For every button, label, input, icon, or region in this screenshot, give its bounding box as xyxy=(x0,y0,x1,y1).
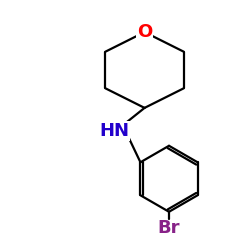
Text: HN: HN xyxy=(99,122,129,140)
Text: Br: Br xyxy=(158,219,180,237)
Text: O: O xyxy=(137,23,152,41)
